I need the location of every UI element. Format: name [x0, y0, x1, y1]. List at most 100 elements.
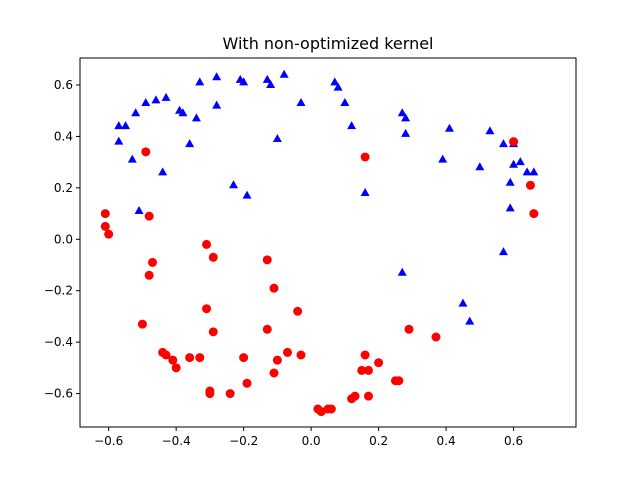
y-tick-label: 0.4 — [54, 129, 73, 143]
triangle-point — [114, 121, 124, 130]
circle-point — [363, 365, 373, 375]
y-tick-label: 0.6 — [54, 78, 73, 92]
triangle-point — [522, 167, 532, 176]
circle-point — [208, 252, 218, 262]
circle-point — [144, 270, 154, 280]
x-tick-label: 0.4 — [437, 434, 456, 448]
triangle-point — [333, 82, 343, 91]
triangle-point — [239, 77, 249, 86]
circle-point — [144, 211, 154, 221]
y-tick-label: −0.2 — [44, 284, 73, 298]
triangle-point — [121, 121, 131, 130]
triangle-point — [195, 77, 205, 86]
triangle-point — [212, 72, 222, 81]
x-tick-label: −0.2 — [229, 434, 258, 448]
circle-point — [168, 355, 178, 365]
triangle-point — [242, 190, 252, 199]
x-axis: −0.6 −0.4 −0.2 0.0 0.2 0.4 0.6 — [94, 427, 523, 448]
triangle-point — [141, 98, 151, 106]
y-tick-label: −0.4 — [44, 335, 73, 349]
circle-point — [225, 389, 235, 399]
circle-point — [208, 327, 218, 337]
circle-point — [525, 180, 535, 190]
triangle-point — [127, 154, 137, 163]
circle-point — [326, 404, 336, 414]
x-tick-label: 0.2 — [369, 434, 388, 448]
triangle-point — [505, 203, 515, 212]
circle-point — [161, 350, 171, 360]
circle-point — [404, 324, 414, 334]
circle-point — [357, 365, 367, 375]
circle-point — [350, 391, 360, 401]
circle-point — [104, 229, 114, 239]
circle-point — [394, 376, 404, 386]
triangle-point — [509, 159, 519, 168]
triangle-point — [458, 298, 468, 307]
triangle-point — [185, 139, 195, 148]
triangle-point — [279, 69, 289, 78]
circle-point — [283, 347, 293, 357]
circle-point — [137, 319, 147, 329]
triangle-point — [475, 162, 485, 171]
triangle-point — [272, 134, 282, 142]
circle-point — [202, 304, 212, 314]
triangle-point — [191, 113, 201, 122]
x-tick-label: −0.4 — [162, 434, 191, 448]
circle-point — [202, 239, 212, 249]
x-tick-label: −0.6 — [94, 434, 123, 448]
circle-point — [242, 378, 252, 388]
circle-point — [141, 147, 151, 157]
triangle-point — [401, 128, 411, 137]
y-axis: −0.6 −0.4 −0.2 0.0 0.2 0.4 0.6 — [44, 78, 80, 401]
circle-point — [269, 368, 279, 378]
triangle-point — [401, 113, 411, 122]
circle-point — [316, 407, 326, 417]
circle-point — [360, 350, 370, 360]
circle-point — [100, 221, 110, 231]
circle-point — [262, 255, 272, 265]
triangle-point — [330, 77, 340, 86]
triangle-point — [296, 98, 306, 106]
circle-point — [374, 358, 384, 368]
triangle-point — [529, 167, 539, 176]
triangle-point — [397, 108, 407, 117]
y-tick-label: −0.6 — [44, 387, 73, 401]
circle-point — [293, 306, 303, 316]
triangle-point — [161, 92, 171, 101]
circle-point — [296, 350, 306, 360]
circle-point — [171, 363, 181, 373]
triangle-point — [438, 154, 448, 163]
circle-point — [262, 324, 272, 334]
y-tick-label: 0.2 — [54, 181, 73, 195]
triangle-point — [114, 136, 124, 145]
circle-point — [529, 209, 539, 219]
triangle-point — [212, 100, 222, 109]
triangle-point — [134, 206, 144, 214]
triangle-point — [131, 108, 141, 117]
triangle-point — [444, 123, 454, 132]
triangle-point — [498, 247, 508, 256]
x-tick-label: 0.6 — [504, 434, 523, 448]
circle-point — [360, 152, 370, 162]
circle-point — [431, 332, 441, 342]
triangle-point — [178, 108, 188, 117]
circle-point — [148, 257, 158, 267]
triangle-point — [340, 98, 350, 106]
triangle-point — [485, 126, 495, 135]
y-tick-label: 0.0 — [54, 232, 73, 246]
triangle-point — [515, 157, 525, 166]
circle-point — [509, 137, 519, 147]
triangle-point — [505, 177, 515, 186]
circle-point — [363, 391, 373, 401]
triangle-point — [397, 267, 407, 276]
circle-point — [205, 389, 215, 399]
circle-point — [185, 353, 195, 363]
circle-point — [272, 355, 282, 365]
plot-frame — [79, 57, 577, 428]
circle-point — [239, 353, 249, 363]
triangle-point — [262, 74, 272, 83]
chart-title: With non-optimized kernel — [223, 34, 434, 53]
triangle-point — [465, 316, 475, 325]
plot-marks — [100, 69, 539, 417]
